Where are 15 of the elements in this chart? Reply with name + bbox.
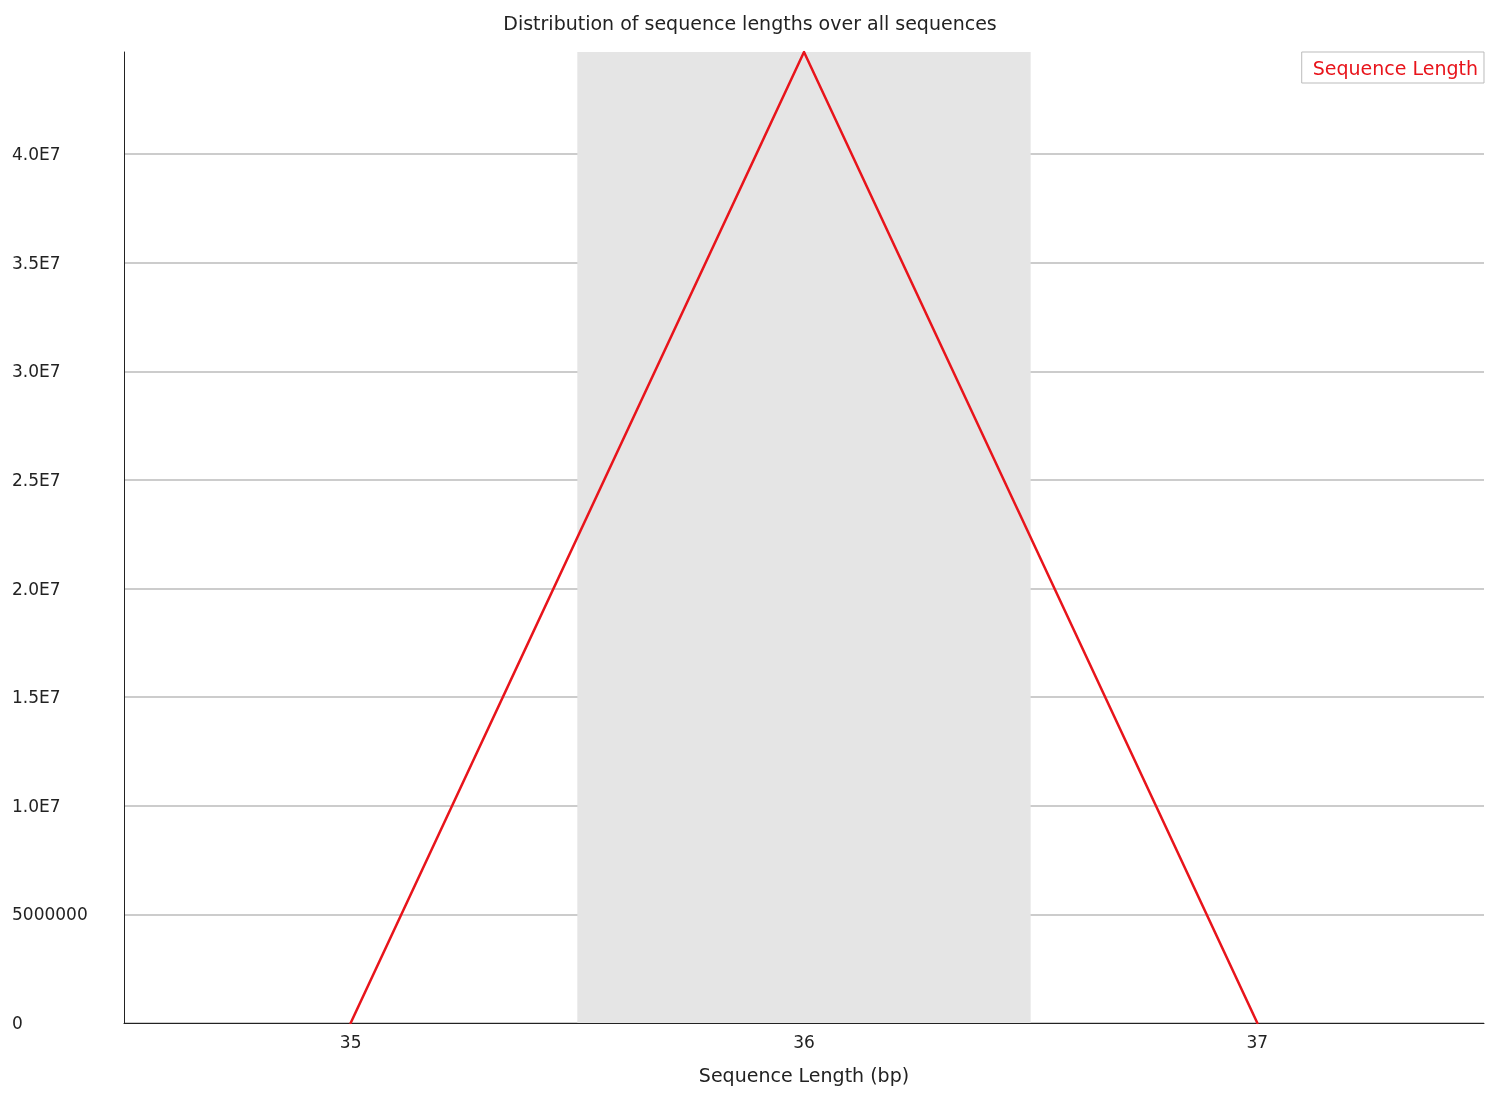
y-tick-label: 0 xyxy=(12,1013,23,1033)
chart-title: Distribution of sequence lengths over all sequences xyxy=(503,11,997,34)
x-axis-title: Sequence Length (bp) xyxy=(698,1063,910,1086)
x-tick-label: 35 xyxy=(339,1031,362,1052)
y-tick-label: 5000000 xyxy=(12,904,88,925)
y-tick-label: 2.5E7 xyxy=(12,469,61,490)
y-tick-label: 1.0E7 xyxy=(12,795,61,816)
x-tick-label: 36 xyxy=(793,1031,815,1052)
y-tick-label: 1.5E7 xyxy=(12,687,61,708)
y-tick-label: 2.0E7 xyxy=(12,578,61,599)
x-tick-label: 37 xyxy=(1246,1031,1269,1052)
y-tick-label: 3.0E7 xyxy=(12,361,61,382)
y-tick-label: 3.5E7 xyxy=(12,252,61,273)
y-tick-label: 4.0E7 xyxy=(12,144,61,165)
text: Sequence Length xyxy=(1312,56,1478,79)
